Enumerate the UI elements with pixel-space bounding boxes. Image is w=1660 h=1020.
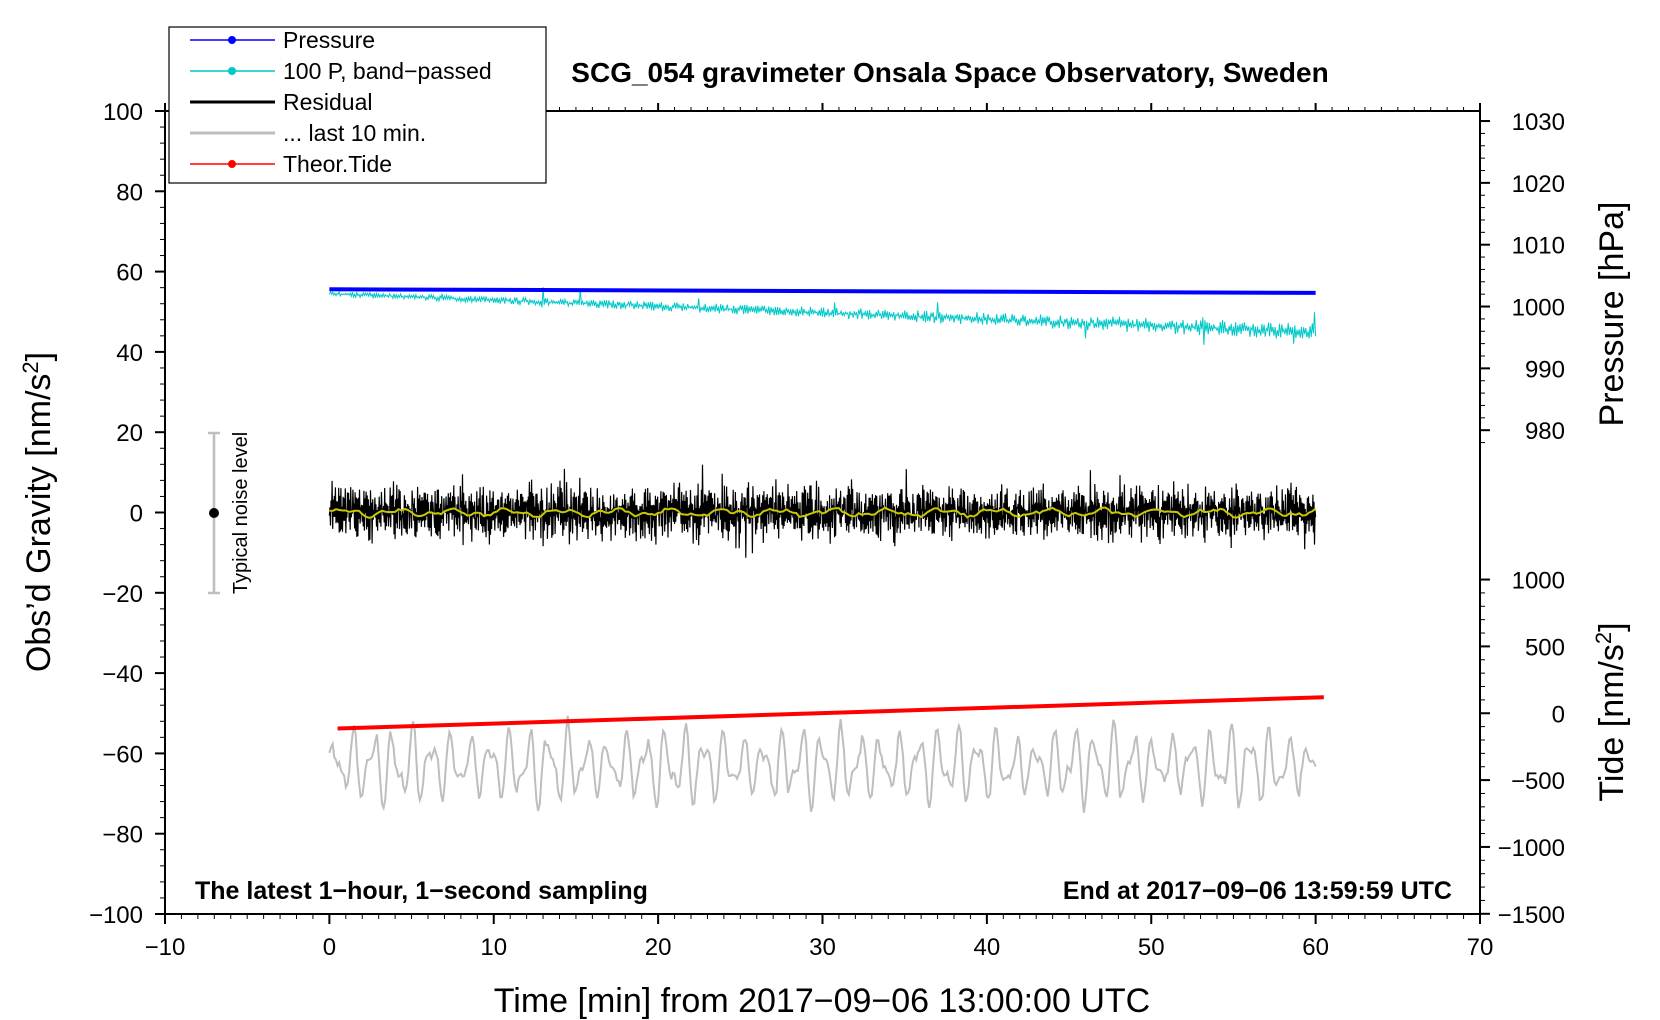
y-left-tick-label: 40 — [116, 340, 143, 367]
x-tick-label: 40 — [974, 934, 1001, 961]
legend-item: ... last 10 min. — [190, 120, 426, 146]
y-left-tick-label: −20 — [102, 581, 143, 608]
x-tick-label: 70 — [1467, 934, 1494, 961]
pressure-tick-label: 990 — [1525, 356, 1565, 383]
legend-item: Residual — [190, 89, 373, 115]
legend-label: 100 P, band−passed — [283, 58, 492, 84]
y-left-tick-label: 20 — [116, 420, 143, 447]
legend-box — [168, 26, 547, 184]
legend: Pressure 100 P, band−passed Residual ... la… — [168, 26, 547, 184]
legend-marker — [228, 36, 236, 44]
y-left-tick-label: −40 — [102, 661, 143, 688]
legend-item: Pressure — [190, 27, 375, 53]
y-left-tick-label: 60 — [116, 260, 143, 287]
series-residual-smoothed — [329, 506, 1317, 519]
tide-tick-label: −500 — [1511, 768, 1565, 795]
y-axis-pressure-title: Pressure [hPa] — [1593, 202, 1631, 427]
tide-tick-label: −1500 — [1498, 902, 1565, 929]
x-tick-label: 30 — [809, 934, 836, 961]
legend-label: ... last 10 min. — [283, 120, 426, 146]
x-tick-label: 0 — [323, 934, 336, 961]
tide-title-main: Tide [nm/s — [1593, 644, 1631, 801]
noise-level-indicator: Typical noise level — [208, 431, 252, 595]
legend-label: Theor.Tide — [283, 151, 392, 177]
legend-items: Pressure 100 P, band−passed Residual ... la… — [190, 27, 492, 177]
tide-tick-label: 500 — [1525, 634, 1565, 661]
tide-title-end: ] — [1593, 622, 1631, 631]
series-band-passed-pressure — [328, 287, 1317, 345]
y-left-title-main: Obs’d Gravity [nm/s — [20, 374, 58, 673]
legend-item: Theor.Tide — [190, 151, 392, 177]
y-left-tick-label: −100 — [89, 902, 143, 929]
chart-title: SCG_054 gravimeter Onsala Space Observat… — [571, 57, 1328, 88]
x-tick-label: 50 — [1138, 934, 1165, 961]
legend-item: 100 P, band−passed — [190, 58, 492, 84]
pressure-tick-label: 1030 — [1512, 109, 1565, 136]
y-left-tick-label: −80 — [102, 822, 143, 849]
x-tick-label: 20 — [645, 934, 672, 961]
legend-label: Residual — [283, 89, 373, 115]
legend-label: Pressure — [283, 27, 375, 53]
pressure-tick-label: 980 — [1525, 418, 1565, 445]
y-left-tick-label: 0 — [130, 501, 143, 528]
y-left-title-end: ] — [20, 352, 58, 361]
y-left-tick-label: 80 — [116, 179, 143, 206]
x-tick-label: 10 — [480, 934, 507, 961]
annotation-right: End at 2017−09−06 13:59:59 UTC — [1063, 877, 1452, 905]
series-pressure — [329, 287, 1316, 295]
x-tick-label: −10 — [145, 934, 186, 961]
pressure-tick-label: 1020 — [1512, 171, 1565, 198]
noise-level-dot — [209, 508, 219, 518]
legend-marker — [228, 67, 236, 75]
tide-tick-label: 1000 — [1512, 568, 1565, 595]
tide-tick-label: 0 — [1552, 701, 1565, 728]
series-last-10-min — [328, 715, 1317, 813]
y-axis-left-title: Obs’d Gravity [nm/s2] — [18, 352, 59, 672]
pressure-tick-label: 1010 — [1512, 233, 1565, 260]
series-theoretical-tide — [337, 695, 1324, 731]
y-left-tick-label: −60 — [102, 741, 143, 768]
x-tick-label: 60 — [1302, 934, 1329, 961]
legend-marker — [228, 160, 236, 168]
tide-title-sup: 2 — [1591, 632, 1616, 644]
y-left-tick-label: 100 — [103, 99, 143, 126]
annotation-left: The latest 1−hour, 1−second sampling — [195, 877, 648, 905]
y-axis-tide-title: Tide [nm/s2] — [1591, 622, 1632, 801]
series-layer — [328, 287, 1324, 813]
tide-tick-label: −1000 — [1498, 835, 1565, 862]
ticks-layer: −10 0 10 20 30 40 50 60 70−100−80−60−40−20020406… — [89, 99, 1565, 961]
series-residual — [328, 464, 1317, 558]
pressure-tick-label: 1000 — [1512, 295, 1565, 322]
noise-level-label: Typical noise level — [230, 432, 252, 594]
y-left-title-sup: 2 — [18, 361, 43, 373]
x-axis-title: Time [min] from 2017−09−06 13:00:00 UTC — [494, 982, 1150, 1020]
